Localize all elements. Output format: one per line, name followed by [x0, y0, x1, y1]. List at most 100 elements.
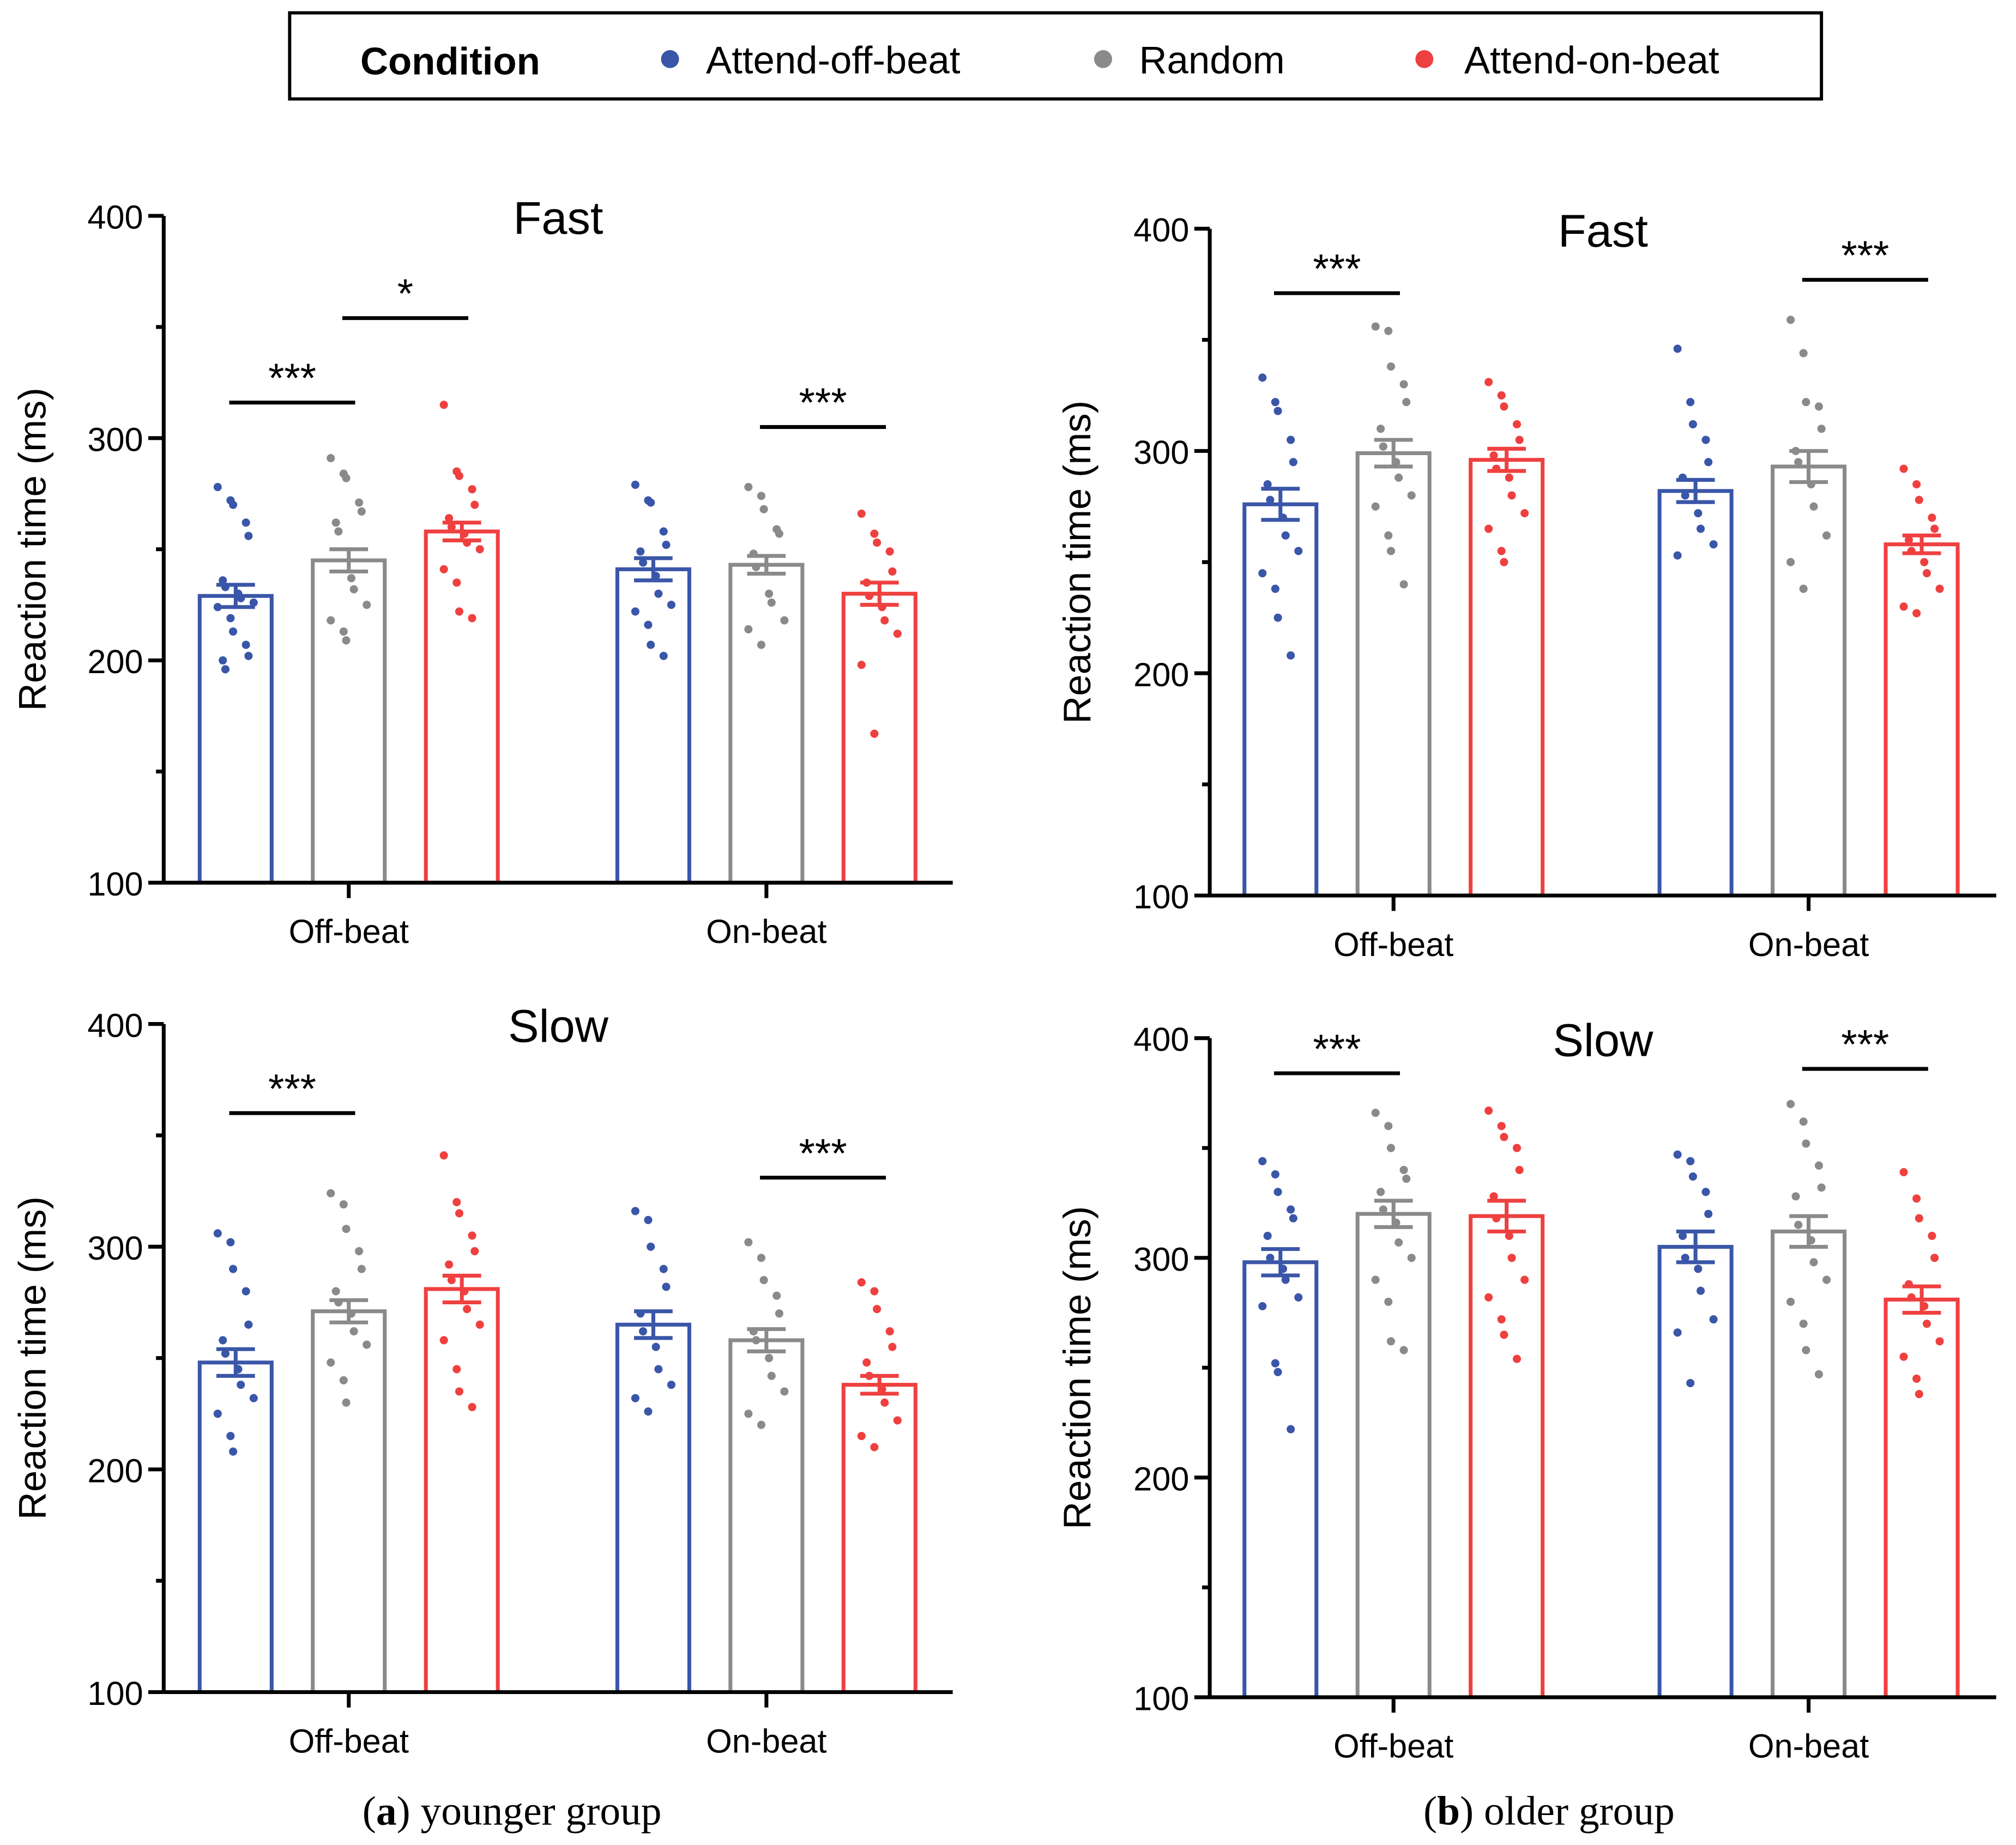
data-point	[447, 523, 456, 531]
error-bar	[1676, 477, 1715, 504]
data-point	[1492, 1214, 1501, 1223]
legend-marker-random	[1094, 50, 1112, 68]
data-point	[885, 547, 894, 556]
error-bar	[634, 556, 673, 583]
data-point	[1515, 1165, 1524, 1175]
x-tick-label: Off-beat	[1333, 926, 1453, 963]
data-point	[1384, 326, 1393, 335]
data-point	[870, 529, 879, 538]
data-point	[651, 1342, 660, 1351]
data-point	[1688, 1172, 1697, 1181]
data-point	[1912, 609, 1921, 618]
data-point	[1673, 551, 1682, 560]
data-point	[1799, 584, 1808, 593]
data-point	[1822, 1275, 1831, 1284]
data-point	[1258, 1157, 1267, 1165]
data-point	[857, 1278, 866, 1287]
data-point	[1688, 420, 1697, 428]
data-point	[744, 625, 753, 634]
data-point	[1786, 1297, 1795, 1306]
data-point	[327, 1358, 335, 1367]
panel-older-slow: Slow Reaction time (ms) 100 200 300 400 Off-be…	[1055, 1014, 1996, 1765]
data-point	[221, 665, 230, 674]
data-point	[667, 1381, 675, 1389]
data-point	[767, 598, 776, 607]
error-bar	[1261, 487, 1300, 522]
data-point	[452, 1198, 461, 1207]
data-point	[219, 576, 227, 585]
error-bar	[216, 1347, 255, 1378]
data-point	[857, 509, 866, 518]
data-point	[445, 514, 454, 523]
data-point	[1266, 495, 1275, 504]
data-point	[229, 1265, 238, 1273]
data-point	[447, 1276, 456, 1285]
data-point	[659, 1265, 668, 1273]
data-point	[244, 651, 253, 661]
data-point	[1271, 398, 1279, 407]
data-point	[765, 1354, 774, 1363]
data-point	[1928, 513, 1936, 522]
error-bar	[860, 1374, 899, 1396]
data-point	[1673, 1150, 1682, 1159]
data-point	[455, 1209, 464, 1218]
y-tick-label: 200	[1133, 1460, 1189, 1497]
data-point	[470, 1247, 479, 1256]
x-tick-label: On-beat	[706, 1722, 826, 1759]
data-point	[334, 527, 343, 536]
data-point	[475, 545, 484, 554]
data-point	[662, 541, 671, 549]
data-point	[463, 1305, 472, 1314]
error-bar	[1789, 1214, 1828, 1249]
y-tick-label: 200	[87, 1452, 143, 1489]
data-point	[1802, 1139, 1810, 1148]
legend-label-attend-on-beat: Attend-on-beat	[1464, 38, 1719, 81]
data-point	[1384, 531, 1393, 540]
data-point	[647, 498, 655, 507]
y-tick-label: 200	[87, 643, 143, 680]
data-point	[1505, 473, 1513, 482]
data-point	[249, 1394, 258, 1402]
legend-title: Condition	[360, 40, 540, 83]
data-point	[1273, 1368, 1282, 1376]
data-point	[452, 578, 461, 587]
data-point	[1263, 1231, 1272, 1240]
data-point	[226, 1432, 235, 1441]
data-point	[775, 1309, 783, 1318]
data-point	[468, 1402, 476, 1412]
data-point	[1371, 1109, 1380, 1117]
bar-attend-on-beat-on-beat	[841, 591, 918, 885]
data-point	[1287, 1425, 1295, 1433]
caption-a-text: younger group	[411, 1788, 662, 1834]
data-point	[1794, 458, 1803, 467]
data-point	[1266, 1254, 1275, 1262]
data-point	[1935, 584, 1944, 593]
data-point	[1386, 1337, 1396, 1346]
y-tick-label: 100	[1133, 1680, 1189, 1717]
data-point	[1402, 398, 1411, 407]
data-point	[1497, 1315, 1506, 1324]
data-point	[1258, 569, 1267, 578]
data-point	[1287, 651, 1295, 660]
y-tick-label: 300	[87, 1230, 143, 1267]
error-bar	[1487, 446, 1526, 473]
error-bar	[747, 1327, 786, 1353]
data-point	[213, 482, 222, 492]
data-point	[475, 1320, 484, 1329]
data-point	[1922, 569, 1931, 578]
data-point	[772, 1291, 781, 1300]
y-tick-label: 300	[87, 421, 143, 458]
data-point	[888, 567, 897, 576]
significance-label: ***	[799, 380, 847, 426]
bar-attend-off-beat-on-beat	[1657, 1245, 1734, 1699]
data-point	[1822, 531, 1831, 540]
data-point	[1814, 402, 1823, 411]
bar-attend-on-beat-off-beat	[1469, 1214, 1545, 1699]
data-point	[342, 1225, 351, 1233]
data-point	[1484, 378, 1493, 386]
data-point	[226, 1238, 235, 1247]
data-point	[1281, 531, 1290, 540]
data-point	[1899, 1168, 1908, 1177]
data-point	[219, 656, 227, 665]
